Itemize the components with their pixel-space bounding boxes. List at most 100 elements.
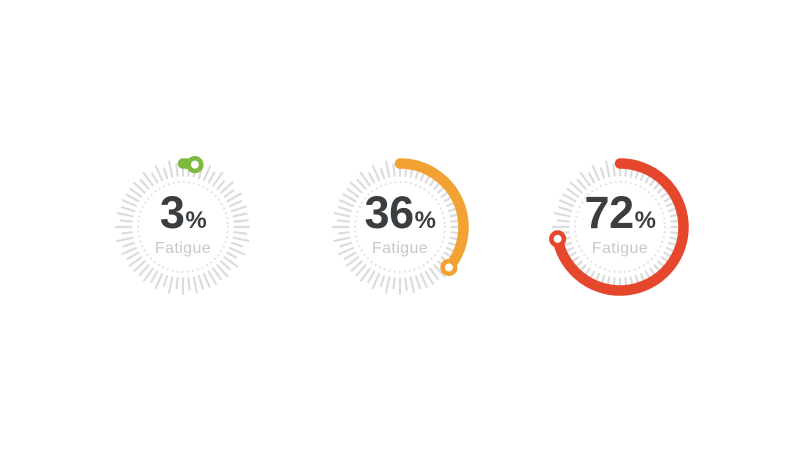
tick-mark [569, 181, 583, 194]
tick-mark [175, 163, 179, 177]
tick-mark [220, 260, 231, 271]
tick-mark [553, 212, 571, 218]
tick-mark [558, 206, 573, 213]
tick-mark [367, 172, 376, 184]
tick-mark [228, 200, 243, 208]
tick-mark [346, 187, 360, 198]
tick-mark [150, 270, 159, 283]
tick-mark [379, 167, 386, 180]
tick-mark [230, 205, 247, 213]
tick-mark [168, 160, 174, 178]
tick-mark [338, 231, 350, 235]
tick-mark [599, 167, 606, 180]
tick-mark [220, 181, 234, 194]
tick-mark [121, 199, 138, 208]
tick-mark [121, 231, 133, 235]
tick-mark [404, 277, 408, 291]
arc-end-marker [549, 230, 567, 248]
tick-mark [385, 160, 391, 178]
tick-mark [379, 274, 386, 287]
tick-mark [119, 219, 133, 223]
tick-mark [433, 264, 446, 278]
tick-mark [226, 192, 242, 203]
tick-mark [384, 276, 391, 294]
tick-mark [414, 274, 422, 290]
tick-mark [336, 219, 350, 223]
tick-mark [339, 241, 353, 248]
tick-mark [167, 276, 174, 294]
tick-mark [133, 260, 146, 272]
tick-mark [579, 171, 591, 187]
inner-dotted-circle [136, 180, 230, 274]
tick-mark [121, 246, 138, 256]
tick-mark [226, 251, 238, 259]
tick-mark [202, 165, 212, 182]
tick-mark [207, 171, 216, 184]
tick-mark [202, 272, 211, 288]
tick-mark [162, 167, 169, 180]
tick-mark [175, 277, 179, 290]
tick-mark [233, 219, 249, 223]
tick-mark [230, 241, 244, 248]
tick-mark [338, 206, 353, 213]
fatigue-gauge-high: 72% Fatigue [520, 127, 720, 327]
fatigue-gauge-low: 3% Fatigue [83, 127, 283, 327]
tick-mark [232, 212, 248, 218]
tick-mark [587, 172, 596, 184]
tick-mark [116, 236, 134, 243]
tick-mark [556, 219, 570, 223]
tick-mark [132, 181, 146, 194]
tick-mark [212, 267, 222, 281]
inner-dotted-circle [573, 180, 667, 274]
tick-mark [216, 264, 229, 278]
tick-mark [429, 267, 439, 281]
tick-mark [121, 206, 136, 213]
tick-mark [350, 260, 363, 272]
tick-mark [371, 272, 381, 290]
tick-mark [233, 231, 248, 235]
tick-mark [139, 178, 150, 190]
tick-mark [333, 236, 351, 243]
tick-mark [345, 256, 360, 267]
tick-mark [232, 236, 250, 242]
progress-arc [552, 158, 689, 296]
tick-mark [212, 171, 224, 187]
tick-mark [576, 178, 587, 190]
gauge-ring-svg [549, 158, 689, 296]
tick-mark [392, 277, 396, 290]
tick-mark [116, 212, 134, 218]
arc-end-marker [186, 156, 204, 174]
tick-mark [338, 199, 355, 208]
tick-mark [359, 171, 371, 187]
tick-mark [138, 264, 150, 277]
tick-mark [562, 193, 577, 203]
inner-dotted-circle [353, 180, 447, 274]
fatigue-gauge-medium: 36% Fatigue [300, 127, 500, 327]
gauge-ring-svg [331, 158, 469, 295]
tick-mark [154, 164, 164, 182]
tick-mark [605, 160, 611, 178]
tick-mark [228, 246, 246, 256]
tick-mark [367, 270, 376, 283]
tick-mark [154, 272, 164, 290]
tick-mark [419, 272, 428, 288]
tick-mark [192, 276, 198, 293]
tick-mark [612, 163, 616, 177]
tick-mark [197, 274, 205, 290]
tick-mark [591, 164, 601, 182]
tick-mark [371, 164, 381, 182]
tick-mark [360, 267, 371, 282]
tick-mark [150, 172, 159, 184]
tick-mark [129, 187, 143, 198]
tick-mark [142, 171, 154, 187]
tick-mark [126, 251, 140, 261]
tick-mark [349, 181, 363, 194]
tick-mark [128, 256, 143, 267]
tick-mark [566, 187, 580, 198]
tick-mark [162, 274, 169, 287]
tick-mark [356, 178, 367, 190]
tick-mark [424, 270, 434, 285]
tick-mark [343, 251, 357, 261]
tick-mark [125, 193, 140, 203]
